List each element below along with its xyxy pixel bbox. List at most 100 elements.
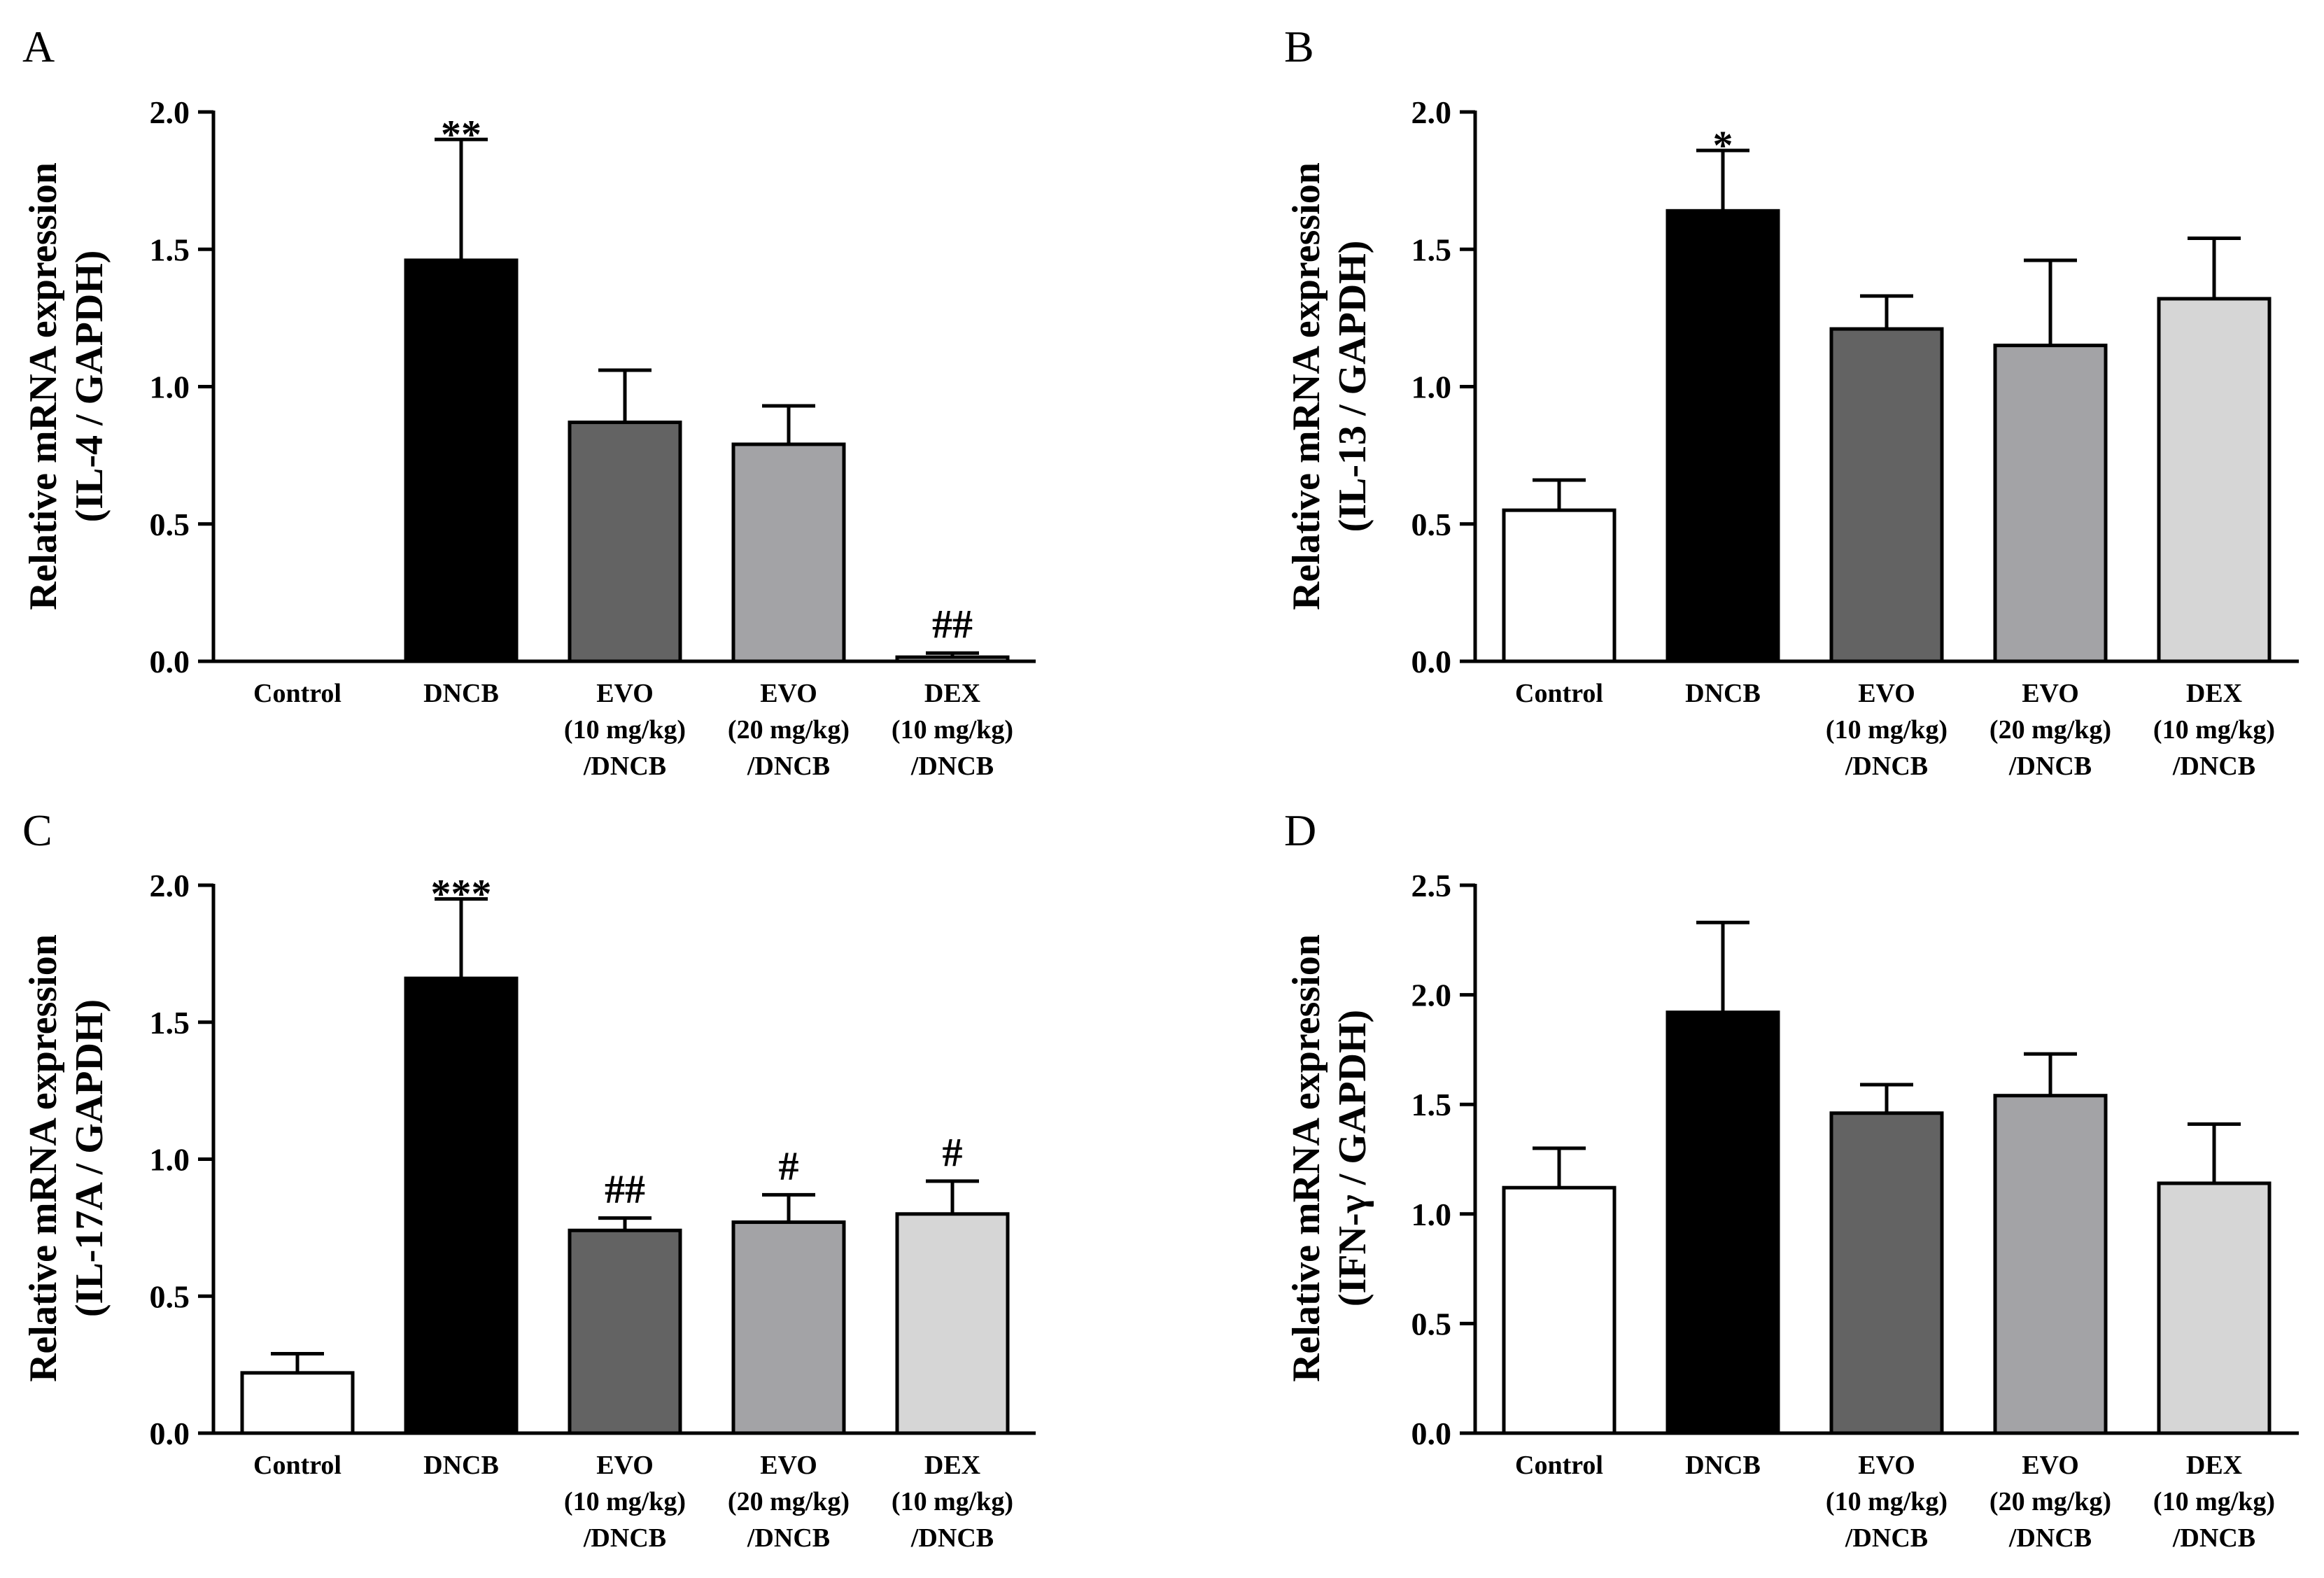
x-tick-label: EVO xyxy=(596,679,654,708)
x-tick-label: DEX xyxy=(2186,1451,2242,1480)
bar xyxy=(404,976,519,1435)
x-tick-label: (10 mg/kg) xyxy=(2153,1487,2275,1516)
panel-letter: C xyxy=(22,805,52,855)
bar xyxy=(1502,508,1617,663)
y-tick-label: 2.0 xyxy=(150,868,190,903)
x-tick-label: /DNCB xyxy=(583,1523,666,1553)
y-tick-label: 0.0 xyxy=(150,1416,190,1451)
x-tick-label: /DNCB xyxy=(1845,752,1928,781)
bar xyxy=(731,442,846,663)
bar xyxy=(1665,209,1780,663)
x-tick-label: (10 mg/kg) xyxy=(1826,1487,1948,1516)
y-axis-title-line: (IL-17A / GAPDH) xyxy=(68,999,111,1317)
panel-letter: B xyxy=(1284,22,1314,71)
y-axis-title: Relative mRNA expression(IL-17A / GAPDH) xyxy=(22,934,111,1382)
bar xyxy=(568,421,682,663)
x-tick-label: EVO xyxy=(760,679,817,708)
panel-d: D 0.0 0.5 1.0 1.5 2.0 2.5 Relative mRNA express… xyxy=(1284,805,2299,1553)
y-axis-title-line: (IFN-γ / GAPDH) xyxy=(1331,1010,1374,1306)
x-tick-label: (10 mg/kg) xyxy=(564,715,686,745)
bar xyxy=(1665,1010,1780,1435)
x-tick-label: /DNCB xyxy=(747,1523,830,1553)
x-tick-label: (10 mg/kg) xyxy=(564,1487,686,1516)
x-tick-label: EVO xyxy=(2022,1451,2079,1480)
y-tick-label: 1.0 xyxy=(150,369,190,405)
y-tick-label: 1.0 xyxy=(150,1142,190,1178)
bar xyxy=(1829,1111,1944,1435)
y-tick-label: 1.0 xyxy=(1411,369,1452,405)
significance-marker: # xyxy=(779,1143,799,1188)
y-tick-label: 0.0 xyxy=(1411,644,1452,679)
panel-letter: D xyxy=(1284,805,1316,855)
y-axis-title-line: (IL-13 / GAPDH) xyxy=(1331,241,1374,533)
significance-marker: ## xyxy=(605,1167,645,1212)
x-tick-label: (20 mg/kg) xyxy=(728,1487,850,1516)
x-tick-label: EVO xyxy=(1858,1451,1915,1480)
x-tick-label: EVO xyxy=(2022,679,2079,708)
y-tick-label: 2.0 xyxy=(150,94,190,130)
y-tick-label: 0.0 xyxy=(150,644,190,679)
significance-marker: ## xyxy=(932,601,973,647)
y-axis-title-line: Relative mRNA expression xyxy=(1285,162,1328,610)
y-tick-label: 2.5 xyxy=(1411,868,1452,903)
x-tick-label: /DNCB xyxy=(2008,752,2092,781)
y-tick-label: 1.0 xyxy=(1411,1197,1452,1232)
y-tick-label: 1.5 xyxy=(1411,1087,1452,1122)
y-axis-title: Relative mRNA expression(IL-13 / GAPDH) xyxy=(1285,162,1374,610)
y-axis-title: Relative mRNA expression(IFN-γ / GAPDH) xyxy=(1285,934,1374,1382)
x-tick-label: Control xyxy=(253,679,341,708)
x-tick-label: /DNCB xyxy=(2172,1523,2255,1553)
x-tick-label: /DNCB xyxy=(910,752,994,781)
panel-a: A 0.0 0.5 1.0 1.5 2.0 Relative mRNA expression… xyxy=(22,22,1036,781)
y-axis-title-line: Relative mRNA expression xyxy=(22,162,65,610)
x-tick-label: /DNCB xyxy=(2008,1523,2092,1553)
y-tick-label: 2.0 xyxy=(1411,978,1452,1013)
bar xyxy=(404,258,519,663)
x-tick-label: DEX xyxy=(2186,679,2242,708)
y-tick-label: 0.5 xyxy=(150,1278,190,1314)
x-tick-label: (10 mg/kg) xyxy=(1826,715,1948,745)
bar xyxy=(2157,297,2272,663)
x-tick-label: DNCB xyxy=(423,679,499,708)
y-axis-title: Relative mRNA expression(IL-4 / GAPDH) xyxy=(22,162,111,610)
x-tick-label: /DNCB xyxy=(1845,1523,1928,1553)
bar xyxy=(1502,1185,1617,1435)
significance-marker: ** xyxy=(441,111,481,157)
x-tick-label: Control xyxy=(1515,1451,1603,1480)
x-tick-label: (20 mg/kg) xyxy=(728,715,850,745)
x-tick-label: /DNCB xyxy=(747,752,830,781)
x-tick-label: DNCB xyxy=(423,1451,499,1480)
x-tick-label: DEX xyxy=(924,679,980,708)
panel-b: B 0.0 0.5 1.0 1.5 2.0 Relative mRNA expression… xyxy=(1284,22,2299,781)
y-axis-title-line: Relative mRNA expression xyxy=(1285,934,1328,1382)
y-tick-label: 1.5 xyxy=(150,232,190,267)
x-tick-label: Control xyxy=(253,1451,341,1480)
x-tick-label: /DNCB xyxy=(910,1523,994,1553)
panel-c: C 0.0 0.5 1.0 1.5 2.0 Relative mRNA expression… xyxy=(22,805,1036,1553)
significance-marker: # xyxy=(943,1129,963,1175)
x-tick-label: DEX xyxy=(924,1451,980,1480)
bar xyxy=(568,1228,682,1435)
bar xyxy=(2157,1181,2272,1435)
bar xyxy=(1993,344,2108,663)
y-tick-label: 1.5 xyxy=(150,1005,190,1041)
bar xyxy=(240,1371,355,1435)
y-tick-label: 0.0 xyxy=(1411,1416,1452,1451)
x-tick-label: DNCB xyxy=(1685,1451,1761,1480)
y-tick-label: 1.5 xyxy=(1411,232,1452,267)
y-tick-label: 2.0 xyxy=(1411,94,1452,130)
x-tick-label: DNCB xyxy=(1685,679,1761,708)
bar xyxy=(731,1220,846,1435)
x-tick-label: /DNCB xyxy=(583,752,666,781)
bar xyxy=(895,1212,1010,1435)
y-tick-label: 0.5 xyxy=(1411,1306,1452,1341)
y-axis-title-line: Relative mRNA expression xyxy=(22,934,65,1382)
x-tick-label: (10 mg/kg) xyxy=(2153,715,2275,745)
y-axis-title-line: (IL-4 / GAPDH) xyxy=(68,251,111,523)
x-tick-label: (20 mg/kg) xyxy=(1990,1487,2111,1516)
x-tick-label: (20 mg/kg) xyxy=(1990,715,2111,745)
bar xyxy=(1829,327,1944,663)
panel-letter: A xyxy=(22,22,55,71)
x-tick-label: EVO xyxy=(596,1451,654,1480)
